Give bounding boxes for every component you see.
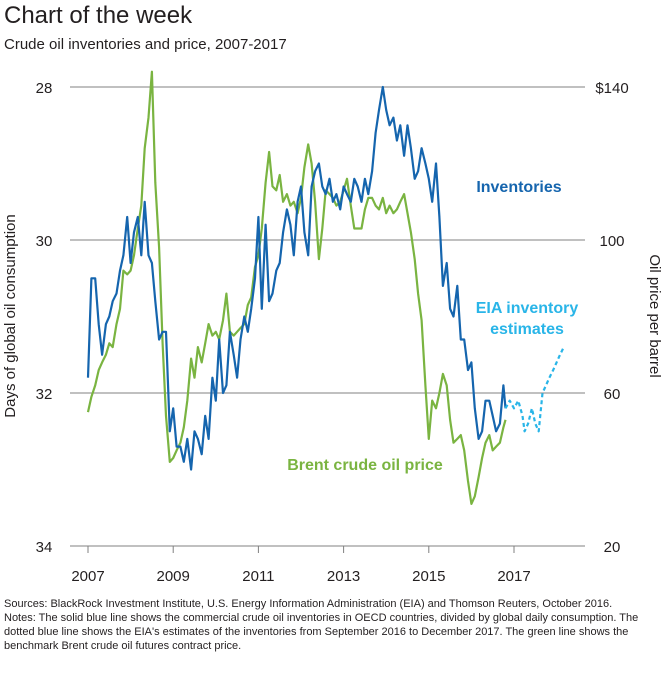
- left-tick-label: 30: [36, 233, 53, 250]
- x-tick-label: 2009: [157, 568, 190, 585]
- right-tick-label: 60: [604, 386, 621, 403]
- right-tick-label: $140: [595, 80, 628, 97]
- gridlines: [70, 86, 585, 547]
- series-line-inventories: [86, 85, 507, 471]
- x-tick-label: 2013: [327, 568, 360, 585]
- series-line-brent-crude-oil-price: [86, 70, 507, 505]
- axis-ticks: 28 $140 30 100 32 60 34 20 2007 2009 2011 2013 2015 2…: [36, 80, 629, 585]
- series-labels: Inventories EIA inventory estimates Brent c…: [287, 179, 578, 474]
- right-tick-label: 100: [599, 233, 624, 250]
- line-chart: 28 $140 30 100 32 60 34 20 2007 2009 2011 2013 2015 2…: [2, 70, 662, 585]
- sources-note: Sources: BlackRock Investment Institute,…: [4, 598, 613, 610]
- right-axis-title: Oil price per barrel: [646, 254, 662, 377]
- x-tick-label: 2015: [412, 568, 445, 585]
- label-inventories: Inventories: [476, 179, 561, 196]
- chart-footer: Sources: BlackRock Investment Institute,…: [4, 597, 660, 653]
- left-tick-label: 32: [36, 386, 53, 403]
- x-tick-label: 2011: [242, 568, 274, 585]
- series-line-eia-inventory-estimates: [504, 346, 565, 433]
- label-brent: Brent crude oil price: [287, 457, 443, 474]
- x-tick-label: 2007: [71, 568, 104, 585]
- notes-text: Notes: The solid blue line shows the com…: [4, 612, 639, 652]
- label-eia-estimates: EIA inventory estimates: [476, 300, 579, 338]
- chart-title: Chart of the week: [4, 2, 193, 29]
- axis-labels: Days of global oil consumption Oil price …: [2, 214, 662, 417]
- data-series: [86, 70, 565, 505]
- left-tick-label: 28: [36, 80, 53, 97]
- left-axis-title: Days of global oil consumption: [2, 214, 19, 417]
- x-tick-label: 2017: [497, 568, 530, 585]
- left-tick-label: 34: [36, 539, 53, 556]
- right-tick-label: 20: [604, 539, 621, 556]
- chart-subtitle: Crude oil inventories and price, 2007-20…: [4, 36, 287, 53]
